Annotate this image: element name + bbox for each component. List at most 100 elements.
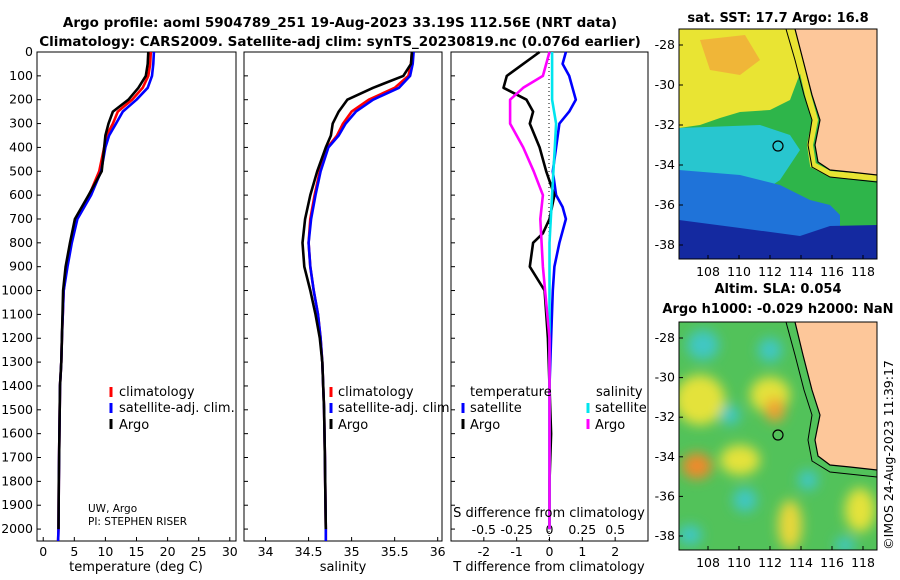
difference-xlabel: T difference from climatology: [452, 560, 645, 575]
xtick-label: 1: [578, 544, 586, 559]
xtick-label: 10: [97, 544, 113, 559]
ytick-label: 1400: [1, 378, 33, 393]
salinity-panel: 34 34.5 35 35.5 36 salinity climatology sate…: [243, 51, 454, 575]
lon-tick-label: 110: [727, 264, 751, 279]
xtick-label: 0: [546, 544, 554, 559]
xtick-label: 35.5: [381, 544, 409, 559]
ytick-label: 100: [9, 68, 33, 83]
sla-shelf-contour: [785, 322, 877, 478]
imos-stamp: ©IMOS 24-Aug-2023 11:39:17: [881, 360, 896, 550]
sla-orange-blob-2: [682, 453, 712, 479]
salinity-axes: [243, 51, 443, 542]
lat-tick-label: -38: [655, 237, 675, 252]
lat-tick-label: -38: [655, 528, 675, 543]
lon-tick-label: 112: [758, 555, 782, 570]
legend3-temperature-head: temperature: [470, 385, 552, 400]
ytick-label: 1900: [1, 497, 33, 512]
temperature-panel: 0100200300400500600700800900100011001200…: [1, 44, 238, 575]
xtick-label: 25: [191, 544, 207, 559]
temperature-axes: [36, 51, 237, 542]
lon-tick-label: 118: [851, 264, 875, 279]
figure-title-line1: Argo profile: aoml 5904789_251 19-Aug-20…: [63, 15, 617, 31]
sla-map-title1: Altim. SLA: 0.054: [715, 282, 842, 297]
legend2-argo: Argo: [338, 418, 368, 433]
legend3-tsat: satellite: [470, 401, 522, 416]
lat-tick-label: -36: [655, 488, 675, 503]
sst-argo-position: [772, 140, 784, 152]
sla-cyan-blob-3: [720, 405, 740, 425]
sst-coast-strip: [787, 29, 877, 181]
xtick-label: 34.5: [295, 544, 323, 559]
lat-tick-label: -32: [655, 117, 675, 132]
legend3-salinity-head: salinity: [596, 385, 643, 400]
legend-climatology: climatology: [119, 385, 195, 400]
lon-tick-label: 114: [789, 264, 813, 279]
sst-land: [795, 29, 877, 175]
ytick-label: 1300: [1, 354, 33, 369]
xtick-label: 36: [430, 544, 446, 559]
stick-label: 0.5: [605, 522, 625, 537]
legend3-sargo: Argo: [595, 418, 625, 433]
sla-cyan-blob-4: [733, 488, 757, 512]
lon-tick-label: 116: [820, 555, 844, 570]
xtick-label: 20: [160, 544, 176, 559]
lon-tick-label: 114: [789, 555, 813, 570]
sla-land: [795, 322, 877, 470]
xtick-label: 2: [611, 544, 619, 559]
sst-map-title: sat. SST: 17.7 Argo: 16.8: [687, 11, 868, 26]
sst-shelf-contour: [785, 29, 877, 183]
ytick-label: 1700: [1, 450, 33, 465]
ytick-label: 200: [9, 92, 33, 107]
series-line-argo: [301, 51, 414, 530]
credit-pi: PI: STEPHEN RISER: [88, 516, 187, 528]
stick-label: -0.25: [500, 522, 532, 537]
sla-map-frame: [678, 321, 878, 551]
salinity-xlabel: salinity: [320, 560, 367, 575]
legend-satellite: satellite-adj. clim.: [119, 401, 235, 416]
xtick-label: -1: [510, 544, 522, 559]
ytick-label: 1600: [1, 426, 33, 441]
sla-yellow-blob-3: [720, 445, 760, 475]
sla-orange-blob-1: [765, 398, 785, 422]
xtick-label: 34: [258, 544, 274, 559]
lon-tick-label: 108: [696, 264, 720, 279]
lon-tick-label: 112: [758, 264, 782, 279]
figure-title-line2: Climatology: CARS2009. Satellite-adj cli…: [39, 34, 641, 50]
lon-tick-label: 118: [851, 555, 875, 570]
stick-label: -0.5: [472, 522, 496, 537]
lon-tick-label: 116: [820, 264, 844, 279]
ytick-label: 0: [25, 44, 33, 59]
ytick-label: 800: [9, 235, 33, 250]
sst-map-frame: [678, 28, 878, 260]
lat-tick-label: -36: [655, 197, 675, 212]
sla-coastline: [794, 322, 877, 471]
sst-map: sat. SST: 17.7 Argo: 16.8 -28 -30 -32 -34 -3…: [655, 11, 878, 279]
xtick-label: 15: [129, 544, 145, 559]
stick-label: 0.25: [568, 522, 596, 537]
stick-label: 0: [546, 522, 554, 537]
sst-coastline: [794, 29, 877, 176]
xtick-label: 0: [39, 544, 47, 559]
series-line-argo: [57, 51, 150, 530]
lat-tick-label: -28: [655, 37, 675, 52]
sla-cyan-blob-6: [835, 537, 855, 550]
sla-yellow-blob-4: [778, 500, 802, 550]
lat-tick-label: -28: [655, 330, 675, 345]
sla-yellow-blob-1: [679, 375, 725, 425]
lat-tick-label: -32: [655, 409, 675, 424]
sla-cyan-blob-7: [798, 470, 818, 490]
ytick-label: 400: [9, 139, 33, 154]
xtick-label: 30: [222, 544, 238, 559]
ytick-label: 1000: [1, 283, 33, 298]
sla-cyan-blob-2: [758, 338, 782, 362]
legend2-climatology: climatology: [338, 385, 414, 400]
legend-argo: Argo: [119, 418, 149, 433]
difference-toplabel: S difference from climatology: [453, 506, 645, 521]
lon-tick-label: 110: [727, 555, 751, 570]
legend2-satellite: satellite-adj. clim.: [338, 401, 454, 416]
lat-tick-label: -30: [655, 77, 675, 92]
lat-tick-label: -34: [655, 449, 675, 464]
sst-orange-patch: [700, 35, 760, 75]
ytick-label: 1500: [1, 402, 33, 417]
